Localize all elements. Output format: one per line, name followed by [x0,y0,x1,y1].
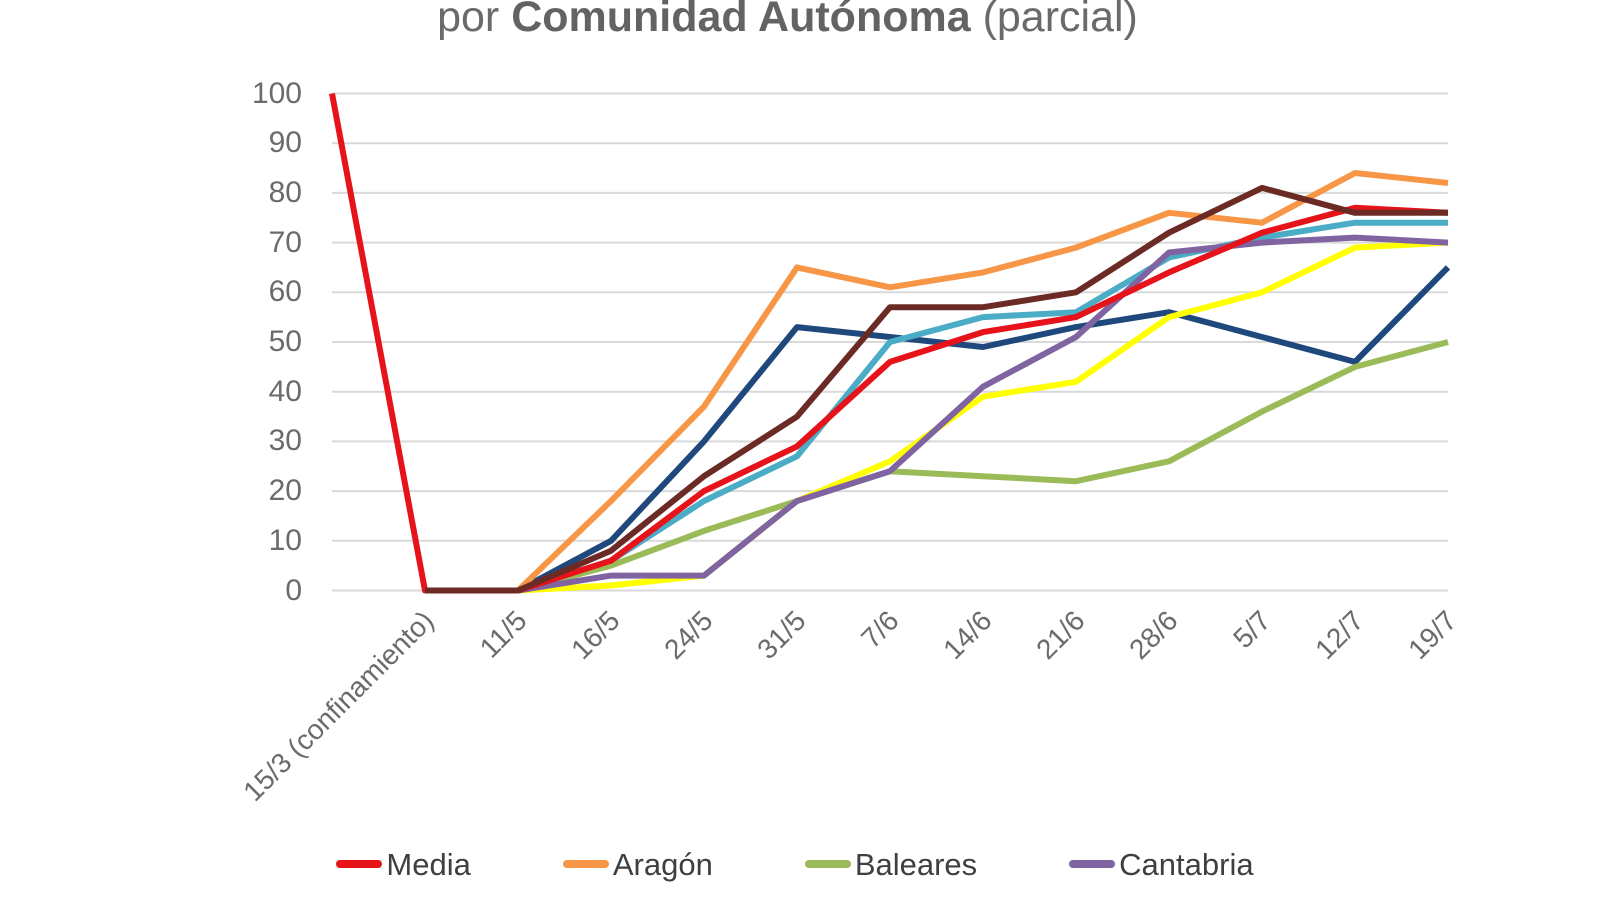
legend-item-media: Media [336,846,471,882]
y-tick-label-20: 20 [268,474,302,508]
title-suffix: (parcial) [970,0,1138,41]
legend-label-cantabria: Cantabria [1119,846,1254,882]
series-dark-blue-line [425,265,1451,594]
y-tick-label-100: 100 [251,76,302,110]
y-tick-label-90: 90 [268,126,302,160]
series-yellow-line [425,239,1449,594]
legend-swatch-baleares [804,860,851,868]
series-dark-red-line [425,184,1448,594]
chart-legend: Media Aragón Baleares Cantabria [0,838,1590,890]
legend-item-aragon: Aragón [562,846,713,882]
title-prefix: por [437,0,512,41]
legend-label-baleares: Baleares [854,846,978,882]
y-tick-label-40: 40 [268,374,302,408]
x-tick-anchor: 19/7 [1080,604,1462,665]
legend-label-aragon: Aragón [612,846,713,882]
y-tick-label-50: 50 [268,325,302,358]
y-tick-label-60: 60 [268,275,302,309]
series-cantabria-line [425,234,1449,594]
legend-item-baleares: Baleares [804,846,978,882]
legend-label-media: Media [386,846,471,882]
y-tick-label-30: 30 [268,424,302,458]
legend-swatch-media [336,860,383,868]
legend-item-cantabria: Cantabria [1069,846,1254,882]
y-tick-label-70: 70 [268,225,302,259]
series-baleares-line [425,339,1449,594]
legend-swatch-aragon [562,860,609,868]
series-aragon-line [425,170,1449,594]
y-tick-label-10: 10 [268,523,302,557]
chart-title: por Comunidad Autónoma (parcial) [0,0,1575,41]
legend-swatch-cantabria [1069,860,1116,868]
y-tick-label-80: 80 [268,175,302,209]
y-tick-label-0: 0 [285,573,302,607]
title-bold: Comunidad Autónoma [511,0,971,41]
